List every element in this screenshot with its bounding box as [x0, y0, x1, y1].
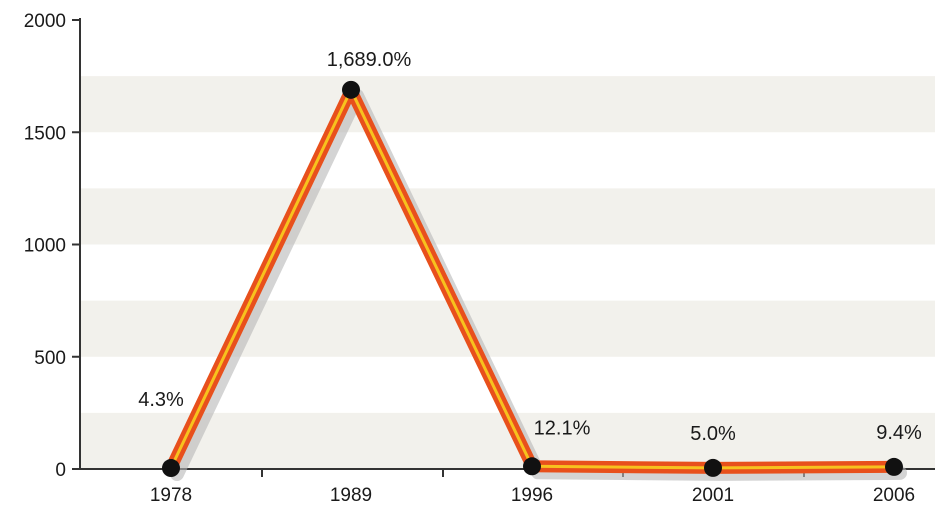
y-tick-label: 1500: [24, 123, 66, 144]
x-tick-label: 1978: [150, 485, 192, 506]
data-label: 9.4%: [876, 422, 922, 444]
data-labels: 4.3% 1,689.0% 12.1% 5.0% 9.4%: [138, 49, 922, 445]
x-tick-label: 2006: [873, 485, 915, 506]
data-point: [885, 457, 903, 476]
data-point: [523, 457, 541, 476]
grid-band: [80, 300, 935, 357]
x-tick-label: 1989: [330, 485, 372, 506]
data-label: 12.1%: [534, 417, 591, 439]
data-point: [704, 458, 722, 477]
data-label: 4.3%: [138, 389, 184, 411]
grid-band: [80, 76, 935, 133]
data-markers: [162, 80, 903, 478]
series-line: [165, 83, 900, 475]
data-point: [342, 80, 360, 99]
x-tick-label: 1996: [511, 485, 553, 506]
data-label: 1,689.0%: [327, 49, 412, 71]
y-tick-label: 1000: [24, 236, 66, 257]
y-tick-label: 500: [34, 348, 66, 369]
y-tick-label: 2000: [24, 11, 66, 32]
data-point: [162, 459, 180, 478]
data-label: 5.0%: [690, 423, 736, 445]
grid-band: [80, 188, 935, 245]
y-axis-ticks: 0 500 1000 1500 2000: [24, 11, 80, 481]
x-tick-label: 2001: [692, 485, 734, 506]
y-tick-label: 0: [55, 460, 66, 481]
series-line-highlight: [169, 88, 896, 470]
